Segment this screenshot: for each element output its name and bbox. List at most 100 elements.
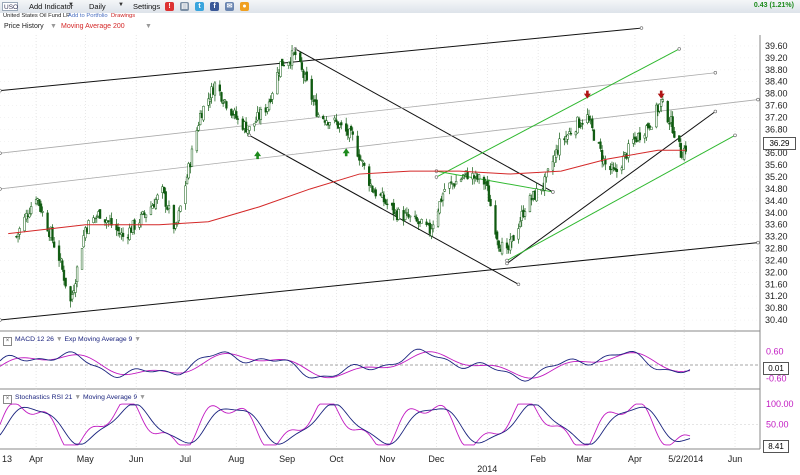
candle-body xyxy=(16,233,20,237)
candle-body xyxy=(671,116,674,133)
candle-body xyxy=(244,121,248,133)
settings-button[interactable]: Settings xyxy=(133,2,161,11)
trendline-handle xyxy=(733,133,737,138)
y-tick-label: 33.60 xyxy=(765,220,788,230)
trendline-handle xyxy=(0,88,2,93)
candle-body xyxy=(116,226,120,232)
candle-body xyxy=(51,226,54,241)
macd-legend[interactable]: × MACD 12 26 ▼ Exp Moving Average 9 ▼ xyxy=(3,336,141,346)
macd-signal-line xyxy=(0,351,691,379)
add-indicator-button[interactable]: Add Indicator xyxy=(29,2,74,11)
moving-average-line xyxy=(8,149,686,235)
close-icon[interactable]: × xyxy=(3,395,12,404)
close-icon[interactable]: × xyxy=(3,337,12,346)
candle-body xyxy=(658,103,661,112)
candle-body xyxy=(592,129,596,141)
drawings-link[interactable]: Drawings xyxy=(111,13,136,19)
bulb-icon[interactable]: ● xyxy=(240,2,249,11)
candle-body xyxy=(558,138,561,156)
candle-body xyxy=(441,193,445,201)
candle-body xyxy=(574,131,578,136)
y-tick-label: 38.00 xyxy=(765,89,788,99)
candle-body xyxy=(568,131,571,135)
x-tick-label: 2014 xyxy=(477,464,497,474)
candle-body xyxy=(38,199,41,207)
candle-body xyxy=(221,102,225,104)
candle-body xyxy=(62,269,66,281)
candle-body xyxy=(500,241,504,255)
twitter-icon[interactable]: t xyxy=(195,2,204,11)
trendline xyxy=(436,48,680,178)
y-tick-label: 31.20 xyxy=(765,291,788,301)
candle-body xyxy=(199,113,202,126)
trendline xyxy=(0,242,759,321)
candle-body xyxy=(660,99,663,107)
chevron-down-icon[interactable]: ▼ xyxy=(145,23,152,30)
candle-body xyxy=(518,221,522,227)
facebook-icon[interactable]: f xyxy=(210,2,219,11)
trendline-handle xyxy=(756,97,760,102)
y-tick-label: 35.20 xyxy=(765,172,788,182)
ma-legend[interactable]: Moving Average 200 xyxy=(61,23,125,30)
candle-body xyxy=(392,202,395,215)
candle-body xyxy=(386,203,389,206)
period-select[interactable]: Daily xyxy=(89,2,106,11)
candle-body xyxy=(269,99,272,103)
candle-body xyxy=(95,216,98,218)
candle-body xyxy=(39,203,43,213)
macd-line xyxy=(0,348,691,382)
candle-body xyxy=(482,176,486,185)
candle-body xyxy=(315,99,318,117)
candle-body xyxy=(190,148,194,167)
stoch-legend[interactable]: × Stochastics RSI 21 ▼ Moving Average 9 ▼ xyxy=(3,394,146,404)
print-icon[interactable]: ▤ xyxy=(180,2,189,11)
add-portfolio-link[interactable]: Add to Portfolio xyxy=(68,13,108,19)
candle-body xyxy=(645,125,648,138)
chevron-down-icon[interactable]: ▼ xyxy=(50,23,57,30)
candle-body xyxy=(623,151,627,155)
candle-body xyxy=(281,58,284,66)
candle-body xyxy=(661,99,664,102)
candle-body xyxy=(235,111,238,119)
x-tick-label: 5/2/2014 xyxy=(668,454,703,464)
macd-tick-label: 0.60 xyxy=(766,347,784,357)
candle-body xyxy=(282,64,285,67)
x-tick-label: Nov xyxy=(379,454,396,464)
trendline xyxy=(506,111,716,264)
candle-body xyxy=(230,108,233,116)
candle-body xyxy=(110,218,113,226)
candle-body xyxy=(627,143,630,158)
candle-body xyxy=(436,210,440,227)
email-icon[interactable]: ✉ xyxy=(225,2,234,11)
candle-body xyxy=(177,210,180,222)
candle-body xyxy=(477,174,481,180)
trendline-handle xyxy=(516,282,521,287)
candle-body xyxy=(74,283,77,293)
alert-icon[interactable]: ! xyxy=(165,2,174,11)
candle-body xyxy=(453,183,456,187)
candle-body xyxy=(349,126,353,131)
candle-body xyxy=(404,212,407,220)
candle-body xyxy=(505,242,509,249)
y-tick-label: 34.80 xyxy=(765,184,788,194)
candle-body xyxy=(466,171,469,180)
chevron-down-icon[interactable]: ▼ xyxy=(118,2,124,8)
chevron-down-icon[interactable]: ▼ xyxy=(68,2,74,8)
symbol-input[interactable]: USO xyxy=(2,2,19,11)
trendline-handle xyxy=(551,190,555,194)
candle-body xyxy=(450,181,453,183)
candle-body xyxy=(75,266,79,282)
x-tick-label: Apr xyxy=(628,454,642,464)
candle-body xyxy=(84,227,87,239)
candle-body xyxy=(473,175,476,179)
trendline-handle xyxy=(434,175,439,179)
candle-body xyxy=(368,166,371,186)
price-legend[interactable]: Price History xyxy=(4,23,44,30)
x-tick-label: Jun xyxy=(129,454,144,464)
trendline-handle xyxy=(0,187,2,191)
y-tick-label: 39.20 xyxy=(765,53,788,63)
trendline-handle xyxy=(505,261,509,266)
candle-body xyxy=(185,176,189,185)
candle-body xyxy=(18,228,21,235)
